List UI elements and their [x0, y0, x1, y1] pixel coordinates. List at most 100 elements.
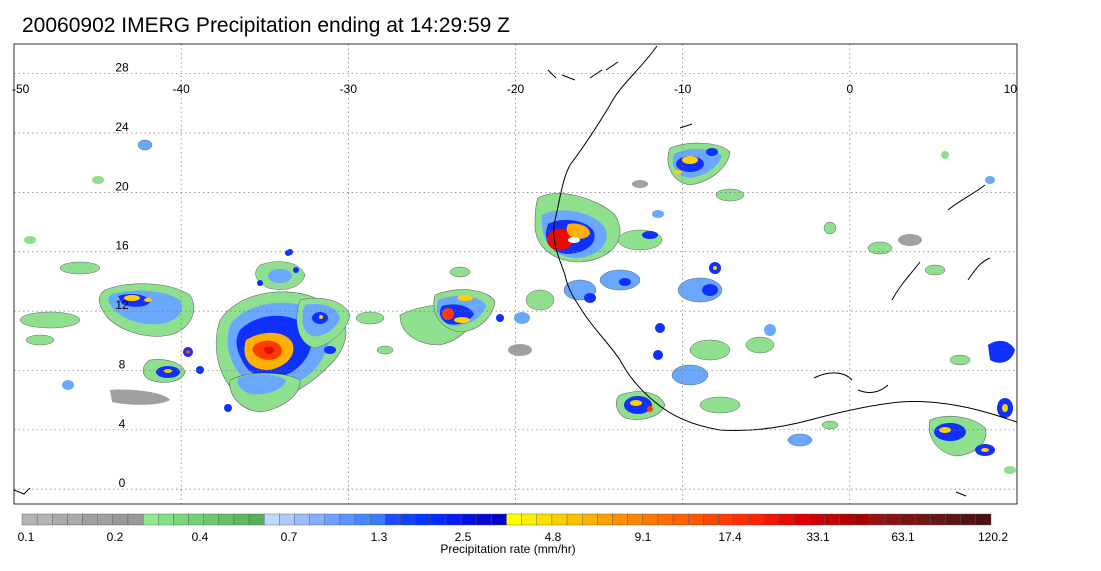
colorbar-swatch [415, 513, 431, 526]
rain-cell [296, 297, 351, 354]
colorbar-tick-label: 2.5 [455, 530, 472, 544]
colorbar-swatch [445, 513, 462, 526]
colorbar-swatch [324, 513, 341, 526]
longitude-tick-label: 10 [1004, 82, 1018, 96]
latitude-tick-label: 12 [115, 298, 129, 312]
colorbar-swatch [718, 513, 734, 526]
colorbar-tick-label: 17.4 [718, 530, 742, 544]
colorbar-swatch [36, 513, 53, 526]
longitude-tick-label: -30 [340, 82, 358, 96]
colorbar-swatch [627, 513, 643, 526]
rain-cell [928, 340, 1015, 457]
latitude-tick-label: 0 [119, 476, 126, 490]
colorbar-swatch [884, 513, 901, 526]
colorbar-swatch [748, 513, 765, 526]
colorbar-swatch [915, 513, 931, 526]
colorbar-swatch [82, 513, 98, 526]
colorbar-swatch [127, 513, 144, 526]
colorbar-swatch [930, 513, 946, 526]
colorbar-swatch [264, 513, 280, 526]
colorbar-swatch [854, 513, 871, 526]
latitude-tick-label: 24 [115, 120, 129, 134]
rain-cell [99, 283, 195, 337]
colorbar-swatch [188, 513, 204, 526]
colorbar-swatch [430, 513, 447, 526]
colorbar-swatch [612, 513, 628, 526]
colorbar-swatch [945, 513, 961, 526]
colorbar-tick-label: 120.2 [978, 530, 1008, 544]
colorbar-swatch [582, 513, 598, 526]
colorbar-swatch [309, 513, 326, 526]
latitude-tick-label: 8 [119, 357, 126, 371]
scattered-showers [19, 151, 1016, 474]
colorbar-swatch [793, 513, 810, 526]
colorbar-tick-label: 0.4 [192, 530, 209, 544]
colorbar-tick-label: 63.1 [891, 530, 915, 544]
colorbar-swatch [703, 513, 719, 526]
colorbar-swatch [173, 513, 189, 526]
rain-cell [534, 193, 621, 263]
longitude-tick-label: -10 [674, 82, 692, 96]
colorbar-swatch [476, 513, 492, 526]
colorbar-swatch [551, 513, 568, 526]
colorbar-swatch [354, 513, 371, 526]
latitude-tick-label: 16 [115, 239, 129, 253]
colorbar-swatch [400, 513, 416, 526]
colorbar-swatch [203, 513, 220, 526]
coastline [14, 45, 1017, 497]
latitude-tick-label: 4 [119, 417, 126, 431]
colorbar-tick-label: 0.7 [281, 530, 298, 544]
colorbar-swatch [385, 513, 401, 526]
latitude-labels: 0 4 8 12 16 20 24 28 [115, 61, 129, 490]
colorbar-swatch [506, 513, 522, 526]
colorbar-swatch [839, 513, 855, 526]
colorbar-swatch [521, 513, 537, 526]
colorbar-swatch [67, 513, 83, 526]
longitude-tick-label: -40 [172, 82, 190, 96]
rain-cell [142, 359, 186, 383]
colorbar-swatch [52, 513, 68, 526]
colorbar-swatch [778, 513, 795, 526]
colorbar-swatch [763, 513, 780, 526]
colorbar-swatch [248, 513, 265, 526]
colorbar-swatch [370, 513, 386, 526]
rain-cell [616, 391, 666, 420]
colorbar-swatch [642, 513, 659, 526]
colorbar-tick-label: 4.8 [545, 530, 562, 544]
colorbar-swatch [460, 513, 477, 526]
colorbar-swatch [218, 513, 235, 526]
colorbar-swatch [112, 513, 129, 526]
colorbar-tick-label: 0.1 [18, 530, 35, 544]
colorbar-swatch [733, 513, 749, 526]
longitude-tick-label: 0 [846, 82, 853, 96]
longitude-tick-label: -50 [12, 82, 30, 96]
latitude-tick-label: 20 [115, 179, 129, 193]
colorbar-swatch [21, 513, 38, 526]
colorbar-swatch [97, 513, 114, 526]
colorbar-swatch [975, 513, 992, 526]
latitude-tick-label: 28 [115, 61, 129, 75]
colorbar-swatch [158, 513, 174, 526]
colorbar-swatch [566, 513, 583, 526]
longitude-labels: -50 -40 -30 -20 -10 0 10 [12, 82, 1017, 96]
longitude-tick-label: -20 [507, 82, 525, 96]
map-title: 20060902 IMERG Precipitation ending at 1… [22, 14, 510, 37]
rain-cell [255, 250, 306, 290]
colorbar-swatch [824, 513, 840, 526]
colorbar-swatch [899, 513, 916, 526]
rain-cell [667, 142, 731, 186]
colorbar-swatch [869, 513, 886, 526]
colorbar-swatch [657, 513, 674, 526]
colorbar-swatch [672, 513, 689, 526]
colorbar-tick-label: 1.3 [371, 530, 388, 544]
graticule [13, 44, 1018, 504]
colorbar-swatch [809, 513, 825, 526]
colorbar-swatch [536, 513, 553, 526]
colorbar-swatch [279, 513, 295, 526]
precipitation-map: -50 -40 -30 -20 -10 0 10 0 4 8 12 16 20 24 28 [12, 43, 1018, 505]
colorbar-tick-label: 9.1 [635, 530, 652, 544]
colorbar-swatch [142, 513, 159, 526]
colorbar-tick-label: 33.1 [806, 530, 830, 544]
colorbar-swatch [339, 513, 356, 526]
